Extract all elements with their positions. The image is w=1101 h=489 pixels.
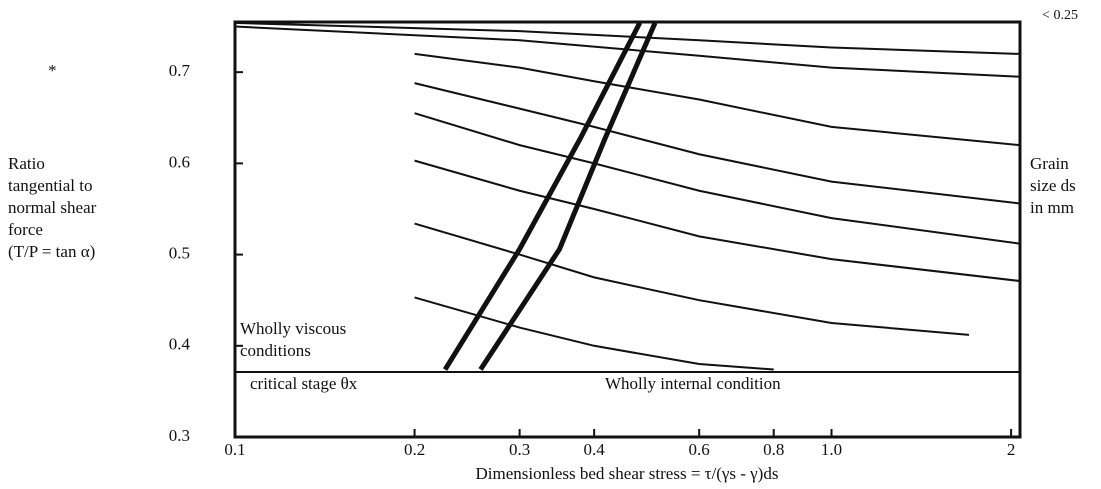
curve	[414, 222, 970, 336]
curve	[478, 21, 658, 371]
curve	[234, 21, 1021, 55]
y-label: Ratio	[8, 154, 45, 173]
y-label: normal shear	[8, 198, 97, 217]
y2-label: Grain	[1030, 154, 1069, 173]
curve	[414, 296, 774, 371]
x-tick-label: 0.6	[689, 440, 710, 459]
x-tick-label: 2	[1007, 440, 1016, 459]
x-tick-label: 0.1	[224, 440, 245, 459]
corner-note: < 0.25	[1042, 8, 1078, 23]
x-tick-label: 0.4	[584, 440, 606, 459]
curve	[414, 52, 1021, 147]
curve	[414, 112, 1021, 245]
annotation: critical stage θx	[250, 374, 358, 393]
y2-label: in mm	[1030, 198, 1074, 217]
y-tick-label: 0.3	[169, 426, 190, 445]
x-tick-label: 0.8	[763, 440, 784, 459]
y-tick-label: 0.7	[169, 61, 191, 80]
annotation: Wholly internal condition	[605, 374, 781, 393]
curve	[414, 159, 1021, 283]
y-label: (T/P = tan α)	[8, 242, 95, 261]
curve	[234, 25, 1021, 78]
y-tick-label: 0.5	[169, 243, 190, 262]
x-label: Dimensionless bed shear stress = τ/(γs -…	[476, 464, 779, 483]
y-tick-label: 0.4	[169, 335, 191, 354]
marker: *	[48, 61, 57, 80]
y-label: tangential to	[8, 176, 93, 195]
y2-label: size ds	[1030, 176, 1076, 195]
x-tick-label: 0.3	[509, 440, 530, 459]
plot-frame	[233, 20, 1022, 439]
y-tick-label: 0.6	[169, 152, 190, 171]
annotation: conditions	[240, 341, 311, 360]
curve	[442, 21, 642, 371]
y-label: force	[8, 220, 43, 239]
x-tick-label: 0.2	[404, 440, 425, 459]
curve	[414, 82, 1021, 205]
x-tick-label: 1.0	[821, 440, 842, 459]
annotation: Wholly viscous	[240, 319, 346, 338]
